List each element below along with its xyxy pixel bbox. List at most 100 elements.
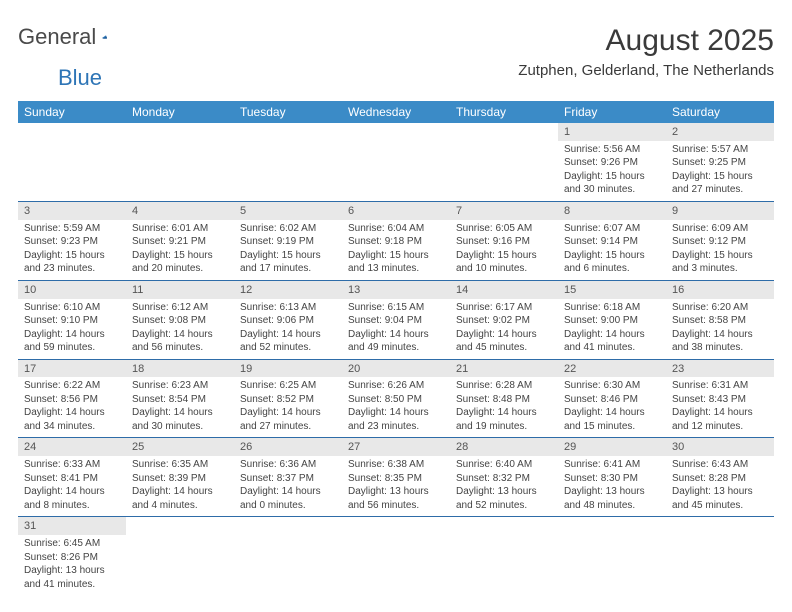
day-number (126, 517, 234, 535)
day-details (342, 535, 450, 595)
sunset: Sunset: 9:00 PM (564, 314, 660, 328)
day-details: Sunrise: 6:01 AMSunset: 9:21 PMDaylight:… (126, 220, 234, 281)
sunrise: Sunrise: 5:56 AM (564, 143, 660, 157)
daylight-2: and 30 minutes. (564, 183, 660, 197)
week-4-daynum-row: 24252627282930 (18, 438, 774, 456)
sunrise: Sunrise: 6:43 AM (672, 458, 768, 472)
day-number: 14 (450, 280, 558, 298)
day-details (234, 141, 342, 202)
day-details (18, 141, 126, 202)
logo: General (18, 24, 130, 50)
daylight-2: and 27 minutes. (240, 420, 336, 434)
sunset: Sunset: 8:58 PM (672, 314, 768, 328)
daylight-1: Daylight: 13 hours (24, 564, 120, 578)
day-details (666, 535, 774, 595)
daylight-2: and 27 minutes. (672, 183, 768, 197)
logo-text-general: General (18, 24, 96, 50)
sunrise: Sunrise: 6:04 AM (348, 222, 444, 236)
sunrise: Sunrise: 6:31 AM (672, 379, 768, 393)
week-5-daynum-row: 31 (18, 517, 774, 535)
week-5-details-row: Sunrise: 6:45 AMSunset: 8:26 PMDaylight:… (18, 535, 774, 595)
daylight-2: and 3 minutes. (672, 262, 768, 276)
daylight-2: and 12 minutes. (672, 420, 768, 434)
sunrise: Sunrise: 6:35 AM (132, 458, 228, 472)
daylight-1: Daylight: 14 hours (24, 485, 120, 499)
day-number (342, 123, 450, 141)
sunset: Sunset: 8:52 PM (240, 393, 336, 407)
sunset: Sunset: 9:06 PM (240, 314, 336, 328)
daylight-1: Daylight: 15 hours (564, 170, 660, 184)
sunrise: Sunrise: 6:36 AM (240, 458, 336, 472)
day-details: Sunrise: 6:43 AMSunset: 8:28 PMDaylight:… (666, 456, 774, 517)
title-block: August 2025 Zutphen, Gelderland, The Net… (518, 24, 774, 79)
calendar-table: Sunday Monday Tuesday Wednesday Thursday… (18, 101, 774, 595)
sunrise: Sunrise: 6:28 AM (456, 379, 552, 393)
daylight-2: and 6 minutes. (564, 262, 660, 276)
daylight-2: and 41 minutes. (24, 578, 120, 592)
daylight-1: Daylight: 14 hours (132, 406, 228, 420)
sunset: Sunset: 9:16 PM (456, 235, 552, 249)
daylight-1: Daylight: 15 hours (240, 249, 336, 263)
sunset: Sunset: 8:43 PM (672, 393, 768, 407)
sunset: Sunset: 9:10 PM (24, 314, 120, 328)
daylight-1: Daylight: 14 hours (24, 406, 120, 420)
sunrise: Sunrise: 6:25 AM (240, 379, 336, 393)
daylight-2: and 56 minutes. (348, 499, 444, 513)
sunset: Sunset: 8:56 PM (24, 393, 120, 407)
sunset: Sunset: 9:21 PM (132, 235, 228, 249)
day-number: 12 (234, 280, 342, 298)
sunrise: Sunrise: 6:07 AM (564, 222, 660, 236)
daylight-2: and 8 minutes. (24, 499, 120, 513)
day-number: 27 (342, 438, 450, 456)
day-details: Sunrise: 6:36 AMSunset: 8:37 PMDaylight:… (234, 456, 342, 517)
daylight-2: and 15 minutes. (564, 420, 660, 434)
day-number: 4 (126, 201, 234, 219)
day-number: 5 (234, 201, 342, 219)
daylight-2: and 23 minutes. (24, 262, 120, 276)
daylight-2: and 49 minutes. (348, 341, 444, 355)
week-4-details-row: Sunrise: 6:33 AMSunset: 8:41 PMDaylight:… (18, 456, 774, 517)
day-details: Sunrise: 5:57 AMSunset: 9:25 PMDaylight:… (666, 141, 774, 202)
day-number: 9 (666, 201, 774, 219)
day-details: Sunrise: 5:56 AMSunset: 9:26 PMDaylight:… (558, 141, 666, 202)
daylight-1: Daylight: 14 hours (132, 328, 228, 342)
day-details (450, 535, 558, 595)
sunrise: Sunrise: 6:22 AM (24, 379, 120, 393)
daylight-2: and 56 minutes. (132, 341, 228, 355)
daylight-1: Daylight: 13 hours (672, 485, 768, 499)
day-details: Sunrise: 6:28 AMSunset: 8:48 PMDaylight:… (450, 377, 558, 438)
daylight-1: Daylight: 14 hours (564, 406, 660, 420)
col-sunday: Sunday (18, 101, 126, 123)
day-number (450, 517, 558, 535)
day-details: Sunrise: 6:07 AMSunset: 9:14 PMDaylight:… (558, 220, 666, 281)
sunset: Sunset: 9:18 PM (348, 235, 444, 249)
daylight-1: Daylight: 13 hours (348, 485, 444, 499)
daylight-1: Daylight: 14 hours (456, 328, 552, 342)
day-number: 8 (558, 201, 666, 219)
day-details: Sunrise: 6:05 AMSunset: 9:16 PMDaylight:… (450, 220, 558, 281)
daylight-1: Daylight: 14 hours (240, 485, 336, 499)
sunset: Sunset: 9:25 PM (672, 156, 768, 170)
daylight-1: Daylight: 14 hours (240, 406, 336, 420)
week-0-details-row: Sunrise: 5:56 AMSunset: 9:26 PMDaylight:… (18, 141, 774, 202)
col-monday: Monday (126, 101, 234, 123)
daylight-1: Daylight: 14 hours (132, 485, 228, 499)
day-number: 24 (18, 438, 126, 456)
sunrise: Sunrise: 6:45 AM (24, 537, 120, 551)
day-number (666, 517, 774, 535)
day-details: Sunrise: 6:33 AMSunset: 8:41 PMDaylight:… (18, 456, 126, 517)
daylight-1: Daylight: 13 hours (564, 485, 660, 499)
daylight-1: Daylight: 15 hours (672, 170, 768, 184)
daylight-2: and 45 minutes. (456, 341, 552, 355)
sunset: Sunset: 9:12 PM (672, 235, 768, 249)
daylight-1: Daylight: 15 hours (672, 249, 768, 263)
header-row: Sunday Monday Tuesday Wednesday Thursday… (18, 101, 774, 123)
sunrise: Sunrise: 6:33 AM (24, 458, 120, 472)
day-number: 28 (450, 438, 558, 456)
day-details: Sunrise: 6:09 AMSunset: 9:12 PMDaylight:… (666, 220, 774, 281)
day-number: 30 (666, 438, 774, 456)
day-number (450, 123, 558, 141)
daylight-2: and 4 minutes. (132, 499, 228, 513)
daylight-1: Daylight: 14 hours (24, 328, 120, 342)
daylight-1: Daylight: 14 hours (672, 328, 768, 342)
